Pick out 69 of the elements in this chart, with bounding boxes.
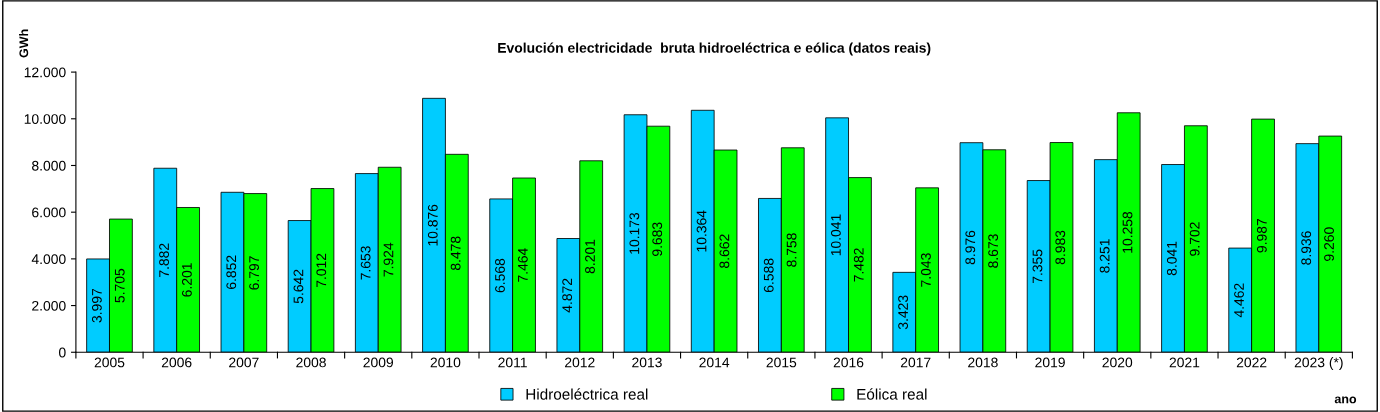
- x-tick-label: 2019: [1035, 357, 1065, 368]
- data-label: 9.683: [652, 222, 663, 256]
- data-label: 9.260: [1324, 227, 1334, 261]
- x-tick-label: 2014: [699, 357, 730, 368]
- data-label: 8.983: [1055, 230, 1066, 265]
- x-tick-label: 2016: [833, 357, 864, 368]
- y-tick-label: 10.000: [24, 114, 66, 124]
- data-label: 6.852: [226, 255, 237, 289]
- x-tick-label: 2013: [632, 357, 662, 368]
- data-label: 7.464: [517, 248, 528, 282]
- data-label: 7.924: [383, 242, 394, 277]
- data-label: 8.662: [719, 234, 730, 268]
- x-tick-label: 2008: [296, 357, 326, 368]
- data-label: 7.043: [921, 253, 931, 287]
- x-tick-label: 2005: [94, 357, 125, 368]
- data-label: 5.642: [293, 269, 304, 304]
- data-label: 10.258: [1122, 211, 1133, 253]
- data-label: 8.201: [585, 239, 595, 274]
- data-label: 9.702: [1189, 222, 1200, 256]
- y-tick-label: 6.000: [32, 207, 66, 218]
- legend-label: Hidroeléctrica real: [526, 388, 648, 400]
- x-axis-title: ano: [1334, 396, 1357, 404]
- data-label: 6.568: [495, 258, 505, 293]
- data-label: 8.976: [965, 230, 976, 265]
- y-tick-label: 4.000: [31, 254, 66, 265]
- y-axis-title: GWh: [19, 29, 29, 58]
- data-label: 10.041: [830, 214, 841, 256]
- y-tick-label: 12.000: [24, 67, 66, 78]
- data-label: 4.872: [562, 278, 573, 313]
- chart-title: Evolución electricidade bruta hidroeléctrica e eólica (datos reais): [498, 42, 931, 56]
- legend-label: Eólica real: [857, 388, 927, 400]
- y-tick-label: 2.000: [32, 300, 66, 311]
- x-tick-label: 2006: [161, 357, 192, 368]
- data-label: 10.173: [629, 212, 640, 254]
- data-label: 7.653: [360, 246, 371, 280]
- data-label: 10.876: [427, 204, 438, 246]
- data-label: 8.251: [1099, 239, 1110, 273]
- y-tick-label: 8.000: [32, 160, 66, 171]
- data-label: 7.355: [1032, 249, 1043, 284]
- data-label: 5.705: [114, 268, 125, 303]
- data-label: 8.936: [1301, 231, 1312, 265]
- y-tick-label: 0: [59, 347, 66, 358]
- data-label: 8.673: [988, 234, 999, 268]
- data-label: 6.201: [181, 263, 192, 297]
- data-label: 7.882: [159, 243, 169, 277]
- x-tick-label: 2012: [565, 357, 595, 368]
- x-tick-label: 2009: [363, 357, 394, 368]
- x-tick-label: 2010: [430, 357, 461, 368]
- data-label: 8.478: [450, 236, 461, 271]
- x-tick-label: 2015: [766, 357, 797, 368]
- data-label: 3.423: [898, 295, 909, 330]
- data-label: 8.758: [786, 233, 797, 267]
- data-label: 7.012: [316, 253, 327, 288]
- data-label: 6.588: [763, 258, 774, 293]
- x-tick-label: 2021: [1169, 357, 1200, 368]
- data-label: 3.997: [91, 288, 102, 323]
- data-label: 6.797: [249, 256, 260, 290]
- x-tick-label: 2017: [900, 357, 931, 368]
- x-tick-label: 2018: [968, 357, 998, 368]
- x-tick-label: 2007: [229, 357, 259, 368]
- x-tick-label: 2020: [1102, 357, 1133, 368]
- x-tick-label: 2022: [1236, 357, 1267, 368]
- data-label: 8.041: [1166, 241, 1177, 276]
- data-label: 10.364: [696, 210, 707, 252]
- data-label: 9.987: [1256, 219, 1267, 253]
- x-tick-label: 2011: [498, 357, 527, 368]
- data-label: 4.462: [1234, 283, 1244, 318]
- x-tick-label: 2023 (*): [1294, 357, 1343, 371]
- data-label: 7.482: [853, 248, 864, 282]
